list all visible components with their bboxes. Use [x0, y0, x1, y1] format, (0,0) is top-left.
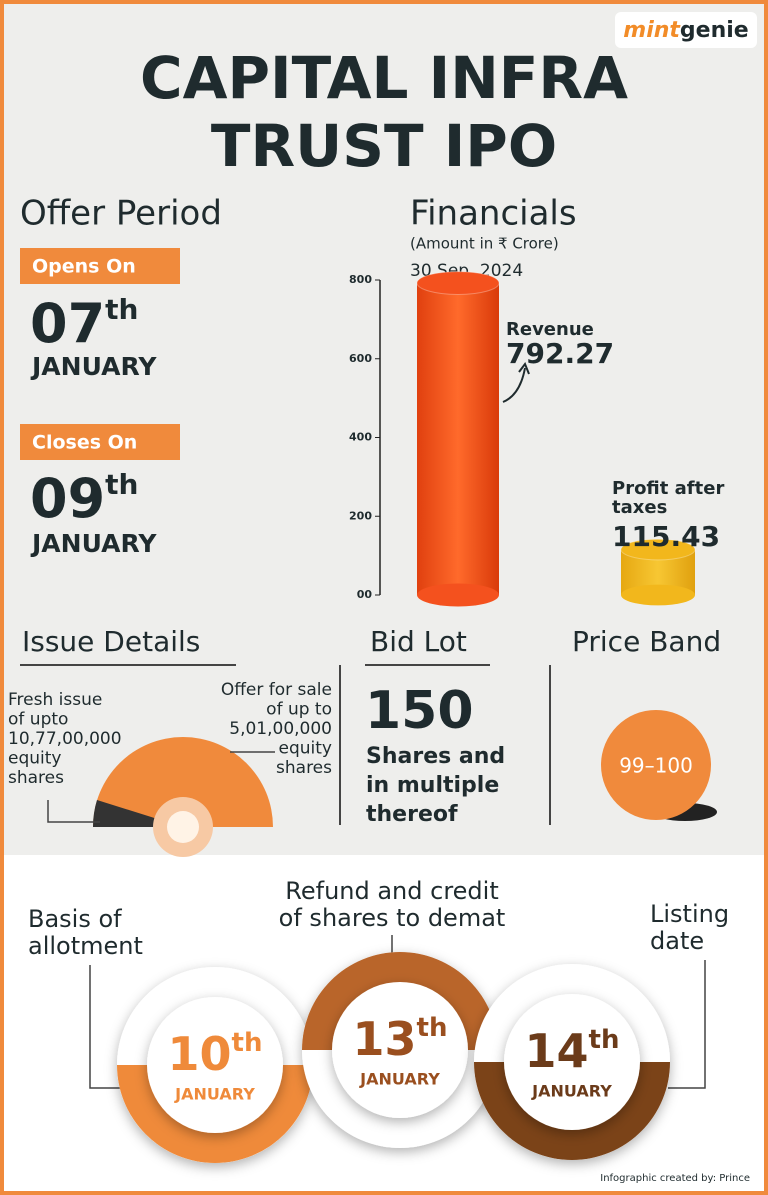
date-label: Refund and credit	[285, 877, 499, 905]
date-inner	[147, 997, 283, 1133]
category-label: Profit after taxes	[612, 479, 725, 518]
date-month: JANUARY	[359, 1070, 440, 1089]
category-label: Revenue	[506, 319, 594, 340]
title: CAPITAL INFRA	[140, 44, 628, 112]
logo-genie: genie	[680, 18, 749, 43]
date-day: 14th	[525, 1024, 620, 1078]
date-day: 10th	[168, 1027, 263, 1081]
issue-heading: Issue Details	[22, 625, 200, 658]
date-month: JANUARY	[174, 1085, 255, 1104]
price-band-value: 99–100	[619, 754, 693, 778]
text-line: in multiple	[366, 773, 499, 798]
day: 07	[30, 292, 105, 355]
chart-title: Financials	[410, 194, 577, 234]
pie-center	[167, 811, 199, 843]
text-line: thereof	[366, 802, 458, 827]
opens-month: JANUARY	[30, 352, 157, 381]
logo-box	[615, 12, 757, 48]
date-inner	[504, 994, 640, 1130]
text-line: shares	[276, 758, 332, 778]
y-tick-label: 400	[349, 431, 372, 444]
chart-subtitle: (Amount in ₹ Crore)	[410, 235, 559, 253]
closes-date: 09th	[30, 467, 138, 530]
offer-heading: Offer Period	[20, 194, 222, 234]
y-tick-label: 00	[357, 588, 373, 601]
day: 14	[525, 1024, 589, 1078]
value-label: 792.27	[506, 337, 614, 370]
opens-label: Opens On	[32, 256, 136, 278]
priceband-heading: Price Band	[572, 625, 721, 658]
text-line: equity	[279, 739, 332, 759]
date-label: Basis of	[28, 905, 122, 933]
y-tick-label: 600	[349, 352, 372, 365]
issue-half-pie	[93, 737, 273, 827]
arrow-head	[518, 361, 530, 375]
suffix: th	[105, 293, 138, 326]
bid-lot-value: 150	[365, 681, 474, 741]
category-box: Profit after taxes	[612, 479, 725, 518]
suffix: th	[105, 468, 138, 501]
suffix: th	[232, 1028, 263, 1058]
suffix: th	[417, 1013, 448, 1043]
bidlot-heading: Bid Lot	[370, 625, 467, 658]
bar-base	[621, 584, 695, 606]
text-line: 5,01,00,000	[229, 719, 332, 739]
logo: mintgenie	[623, 18, 748, 43]
closes-month: JANUARY	[30, 529, 157, 558]
date-label: allotment	[28, 932, 143, 960]
text-line: of up to	[266, 700, 332, 720]
title: TRUST IPO	[211, 112, 557, 180]
logo-mint: mint	[623, 18, 681, 43]
day: 09	[30, 467, 105, 530]
text-line: of upto	[8, 710, 68, 730]
label-box	[20, 248, 180, 284]
text-line: equity	[8, 749, 61, 769]
date-label: Listing	[650, 900, 729, 928]
text-line: shares	[8, 768, 64, 788]
y-tick-label: 200	[349, 509, 372, 522]
bar-top	[416, 271, 500, 296]
leader-line	[89, 965, 120, 1089]
date-label: of shares to demat	[279, 904, 506, 932]
leader-line	[668, 960, 706, 1089]
bid-lot-text: Shares and in multiple thereof	[366, 744, 505, 827]
y-tick-label: 800	[349, 273, 372, 286]
date-label: date	[650, 927, 704, 955]
credit: Infographic created by: Prince	[600, 1173, 750, 1184]
text-line: Fresh issue	[8, 690, 102, 710]
closes-label: Closes On	[32, 432, 137, 454]
leader-line	[47, 800, 100, 823]
day: 13	[353, 1012, 417, 1066]
label-box	[20, 424, 180, 460]
date-inner	[332, 982, 468, 1118]
text-line: Offer for sale	[221, 680, 332, 700]
bar-base	[417, 583, 499, 607]
value-label: 115.43	[612, 520, 720, 553]
arrow	[502, 367, 526, 403]
text-line: Shares and	[366, 744, 505, 769]
price-circle	[601, 710, 711, 820]
bar	[417, 283, 499, 595]
opens-date: 07th	[30, 292, 138, 355]
bar-top	[620, 538, 696, 561]
date-month: JANUARY	[531, 1082, 612, 1101]
text-line: 10,77,00,000	[8, 729, 122, 749]
day: 10	[168, 1027, 232, 1081]
date-day: 13th	[353, 1012, 448, 1066]
suffix: th	[589, 1025, 620, 1055]
